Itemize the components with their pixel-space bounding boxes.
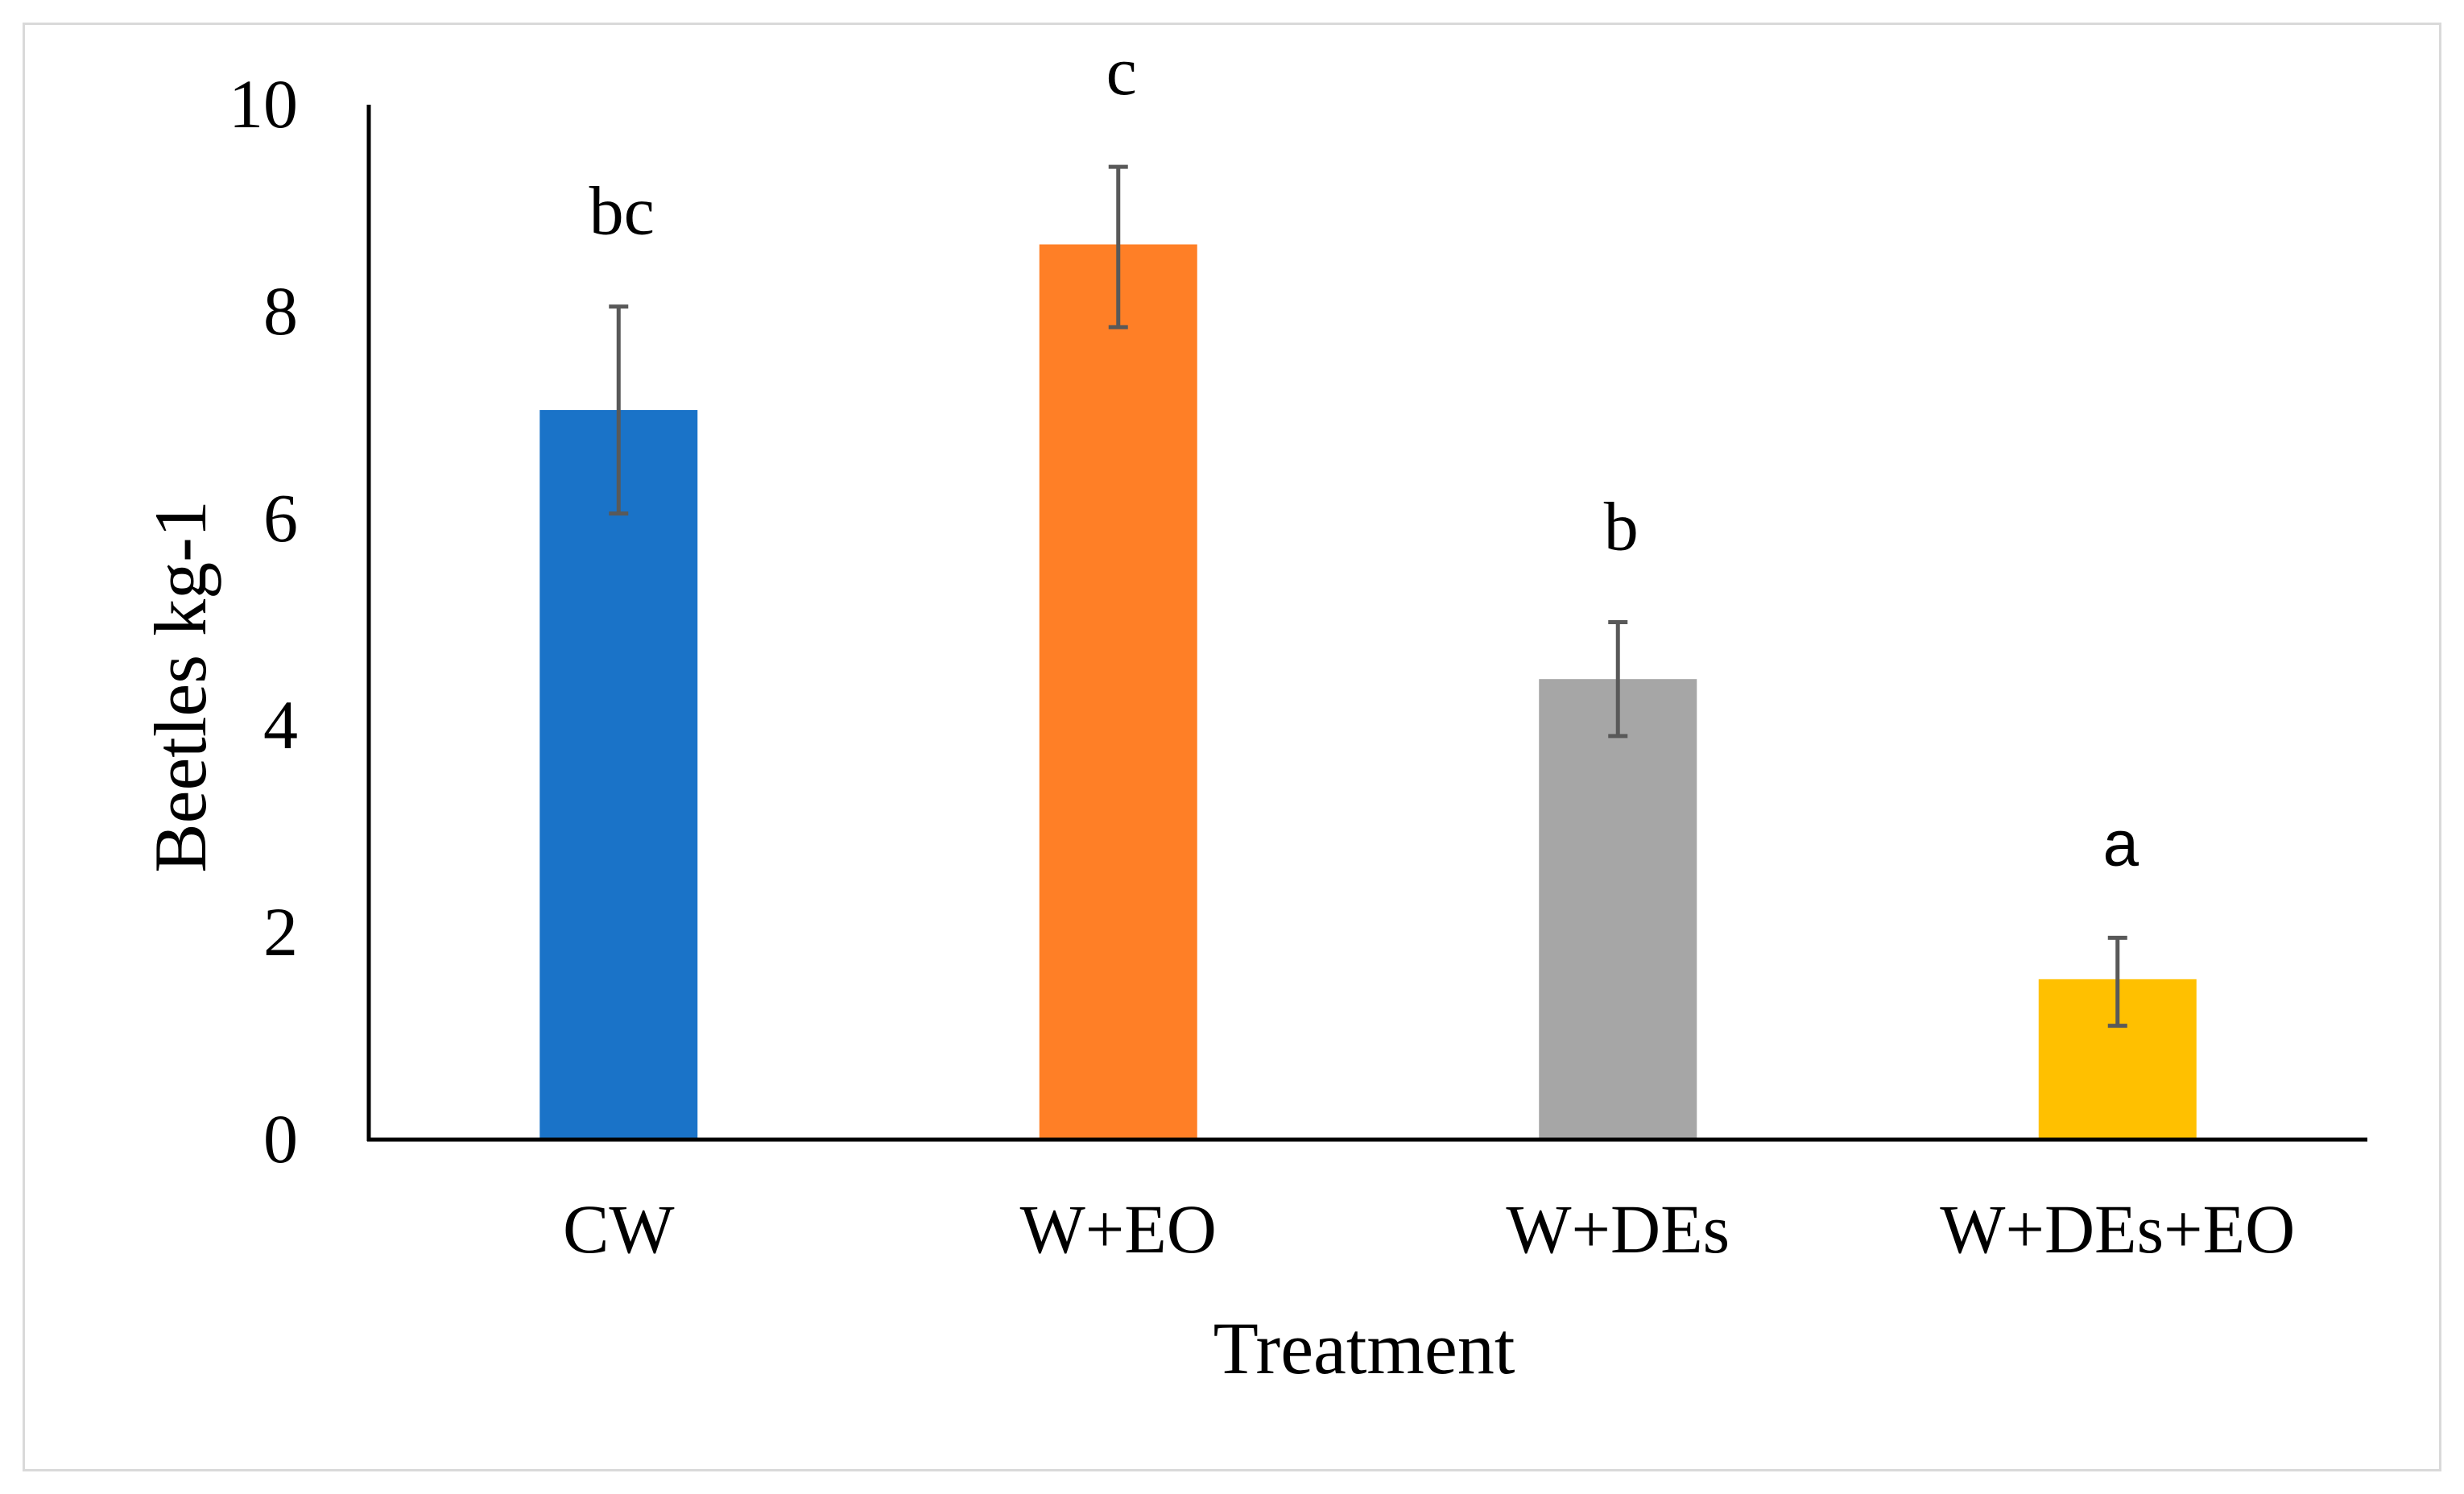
y-tick-label: 8 xyxy=(263,272,298,350)
x-tick-label: W+DEs xyxy=(1506,1190,1730,1268)
axes-layer xyxy=(366,105,2367,1142)
y-tick-label: 6 xyxy=(263,479,298,557)
y-tick-label: 2 xyxy=(263,893,298,970)
x-tick-label: W+DEs+EO xyxy=(1940,1190,2295,1268)
y-tick-label: 4 xyxy=(263,686,298,764)
y-tick-label: 10 xyxy=(229,65,298,143)
y-tick-label: 0 xyxy=(263,1100,298,1177)
significance-label: b xyxy=(1604,488,1639,565)
significance-label: bc xyxy=(589,172,655,250)
significance-labels: bc c b a xyxy=(589,32,2139,879)
chart-frame xyxy=(23,23,2441,1471)
error-bar xyxy=(1108,164,1128,329)
error-bars-layer xyxy=(609,164,2127,1028)
error-bar xyxy=(1608,620,1628,739)
y-axis-title: Beetles kg-1 xyxy=(139,500,221,872)
x-tick-label: CW xyxy=(563,1190,675,1268)
error-bar xyxy=(2107,935,2127,1028)
x-tick-labels: CW W+EO W+DEs W+DEs+EO xyxy=(563,1190,2295,1268)
bar-w-des xyxy=(1539,679,1697,1140)
error-bar xyxy=(609,304,629,516)
bar-w-eo xyxy=(1039,244,1197,1140)
x-tick-label: W+EO xyxy=(1020,1190,1217,1268)
bars-layer xyxy=(540,244,2197,1140)
bar-cw xyxy=(540,410,698,1140)
y-tick-labels: 0 2 4 6 8 10 xyxy=(229,65,298,1177)
significance-label: a xyxy=(2103,807,2139,879)
significance-label: c xyxy=(1106,32,1137,110)
x-axis-title: Treatment xyxy=(1213,1307,1515,1389)
